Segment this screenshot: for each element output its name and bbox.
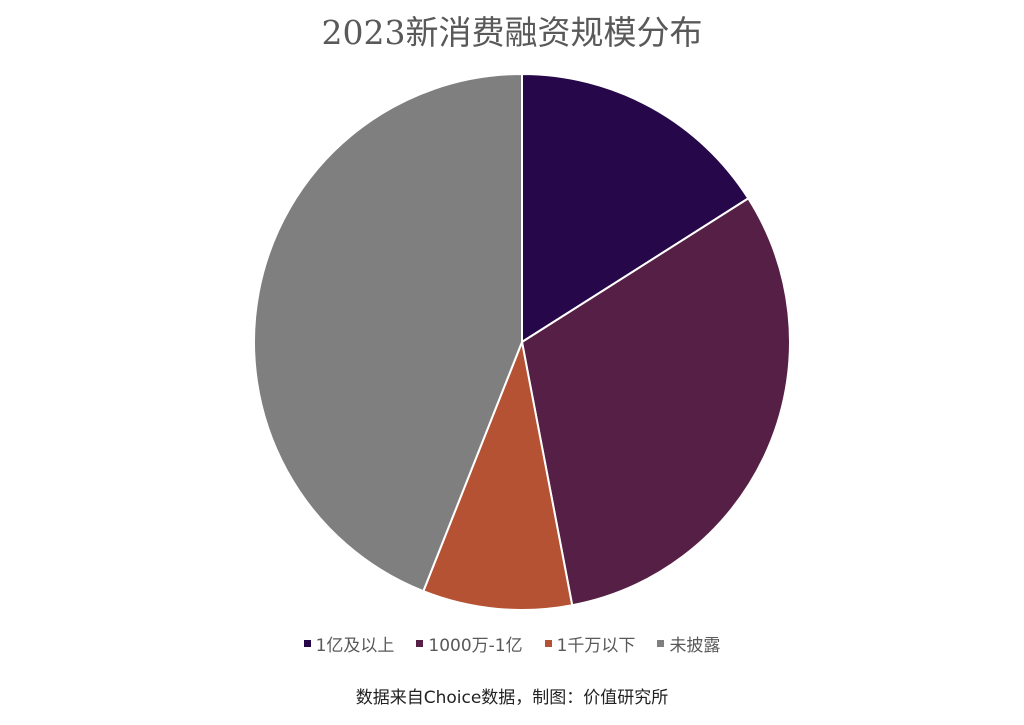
chart-title: 2023新消费融资规模分布 xyxy=(321,13,703,52)
pie-slice-0 xyxy=(521,72,750,344)
legend-swatch-icon xyxy=(416,640,424,647)
pie-slice-2 xyxy=(422,338,574,611)
legend-swatch-icon xyxy=(303,640,311,647)
chart-legend: 1亿及以上 1000万-1亿 1千万以下 未披露 xyxy=(0,631,1024,656)
legend-item-1yi-above: 1亿及以上 xyxy=(303,631,395,656)
legend-swatch-icon xyxy=(657,640,665,647)
source-note: 数据来自Choice数据，制图：价值研究所 xyxy=(355,688,669,708)
legend-label: 未披露 xyxy=(669,636,721,656)
pie-slice-3 xyxy=(253,72,523,593)
legend-item-below-1qianwan: 1千万以下 xyxy=(544,631,636,656)
legend-label: 1千万以下 xyxy=(556,636,636,656)
legend-item-1000wan-1yi: 1000万-1亿 xyxy=(416,631,523,656)
legend-label: 1亿及以上 xyxy=(315,636,395,656)
pie-slice-1 xyxy=(520,197,791,607)
legend-item-undisclosed: 未披露 xyxy=(657,631,720,656)
legend-swatch-icon xyxy=(544,640,552,647)
legend-label: 1000万-1亿 xyxy=(428,636,523,656)
